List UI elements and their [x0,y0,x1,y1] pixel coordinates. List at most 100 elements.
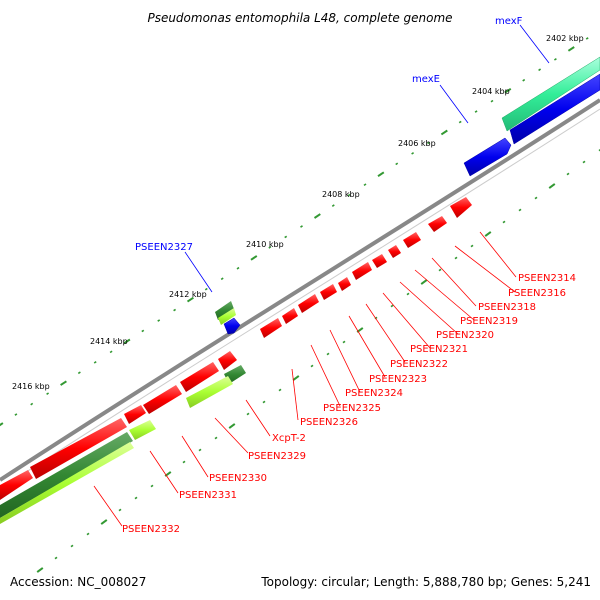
label-PSEEN2324: PSEEN2324 [345,388,403,399]
scale-tick [30,402,34,406]
gene-mexE[interactable] [463,73,600,177]
label-PSEEN2325: PSEEN2325 [323,403,381,414]
scale-tick [566,172,570,176]
scale-tick [60,380,67,386]
label-PSEEN2319: PSEEN2319 [460,316,518,327]
scale-tick [198,448,202,452]
scale-tick [278,388,282,392]
scale-tick [150,484,154,488]
scale-tick [470,244,474,248]
scale-tick [134,496,138,500]
scale-tick [458,120,462,124]
genes-red-lower[interactable] [0,351,237,500]
scale-tick [598,149,600,152]
scale-tick [548,183,556,189]
scale-tick [310,364,314,368]
label-PSEEN2330: PSEEN2330 [209,473,267,484]
label-PSEEN2318: PSEEN2318 [478,302,536,313]
scale-tick [54,556,58,560]
kbp-label: 2410 kbp [246,240,284,249]
label-PSEEN2316: PSEEN2316 [508,288,566,299]
tick-rows [0,37,600,573]
scale-tick [474,110,478,113]
label-PSEEN2321: PSEEN2321 [410,344,468,355]
label-mexF: mexF [495,16,523,27]
scale-tick [342,340,346,344]
scale-tick [214,436,218,440]
scale-tick [582,160,586,164]
label-mexE: mexE [412,74,440,85]
scale-tick [502,220,506,224]
scale-tick [268,246,272,249]
label-PSEEN2323: PSEEN2323 [369,374,427,385]
kbp-label: 2402 kbp [546,34,584,43]
gene-mexF[interactable] [501,56,600,132]
gene-small-green[interactable] [215,301,236,325]
scale-tick [157,319,161,322]
scale-tick [284,235,288,239]
scale-tick [300,225,303,228]
scale-tick [46,392,50,395]
scale-tick [93,361,97,364]
scale-tick [440,129,448,136]
scale-tick [438,268,442,272]
scale-tick [377,171,385,178]
scale-tick [363,183,367,187]
scale-tick [313,213,321,219]
scale-tick [173,308,177,312]
label-XcpT-2: XcpT-2 [272,433,306,444]
kbp-label: 2406 kbp [398,139,436,148]
scale-tick [427,141,430,145]
scale-tick [118,508,122,512]
scale-tick [331,204,335,207]
scale-tick [411,152,415,155]
gene-PSEEN2327[interactable] [223,317,241,335]
scale-tick [204,287,208,291]
label-PSEEN2332: PSEEN2332 [122,524,180,535]
scale-tick [567,46,575,52]
kbp-label: 2416 kbp [12,382,50,391]
backbone-ring-outer [0,98,600,482]
scale-tick [585,37,589,40]
kbp-label: 2412 kbp [169,290,207,299]
scale-tick [70,544,74,548]
scale-tick [292,375,300,381]
scale-tick [228,423,236,429]
scale-tick [250,255,258,261]
genes-red-upper[interactable] [260,197,472,338]
kbp-label: 2408 kbp [322,190,360,199]
label-PSEEN2326: PSEEN2326 [300,417,358,428]
scale-tick [490,99,494,103]
scale-tick [36,567,44,573]
label-PSEEN2327: PSEEN2327 [135,242,193,253]
kbp-label: 2414 kbp [90,337,128,346]
scale-tick [123,338,131,345]
label-PSEEN2329: PSEEN2329 [248,451,306,462]
genome-stats-text: Topology: circular; Length: 5,888,780 bp… [260,575,591,589]
scale-tick [553,58,557,61]
scale-tick [420,279,428,285]
scale-tick [406,292,410,296]
scale-tick [538,68,542,72]
backbone-ring-inner [0,108,600,490]
scale-tick [86,532,90,536]
map-title: Pseudomonas entomophila L48, complete ge… [147,11,452,25]
genes-green[interactable] [0,365,246,524]
scale-tick [246,412,250,416]
leader-lines [93,24,550,527]
label-PSEEN2320: PSEEN2320 [436,330,494,341]
scale-tick [141,329,145,333]
scale-tick [518,208,522,212]
scale-tick [395,162,399,166]
kbp-label: 2404 kbp [472,87,510,96]
scale-tick [220,277,224,281]
scale-tick [186,296,194,303]
scale-tick [534,196,538,200]
scale-tick [484,231,492,237]
scale-tick [182,460,186,464]
scale-tick [109,350,113,354]
scale-tick [390,304,394,308]
scale-tick [522,78,526,82]
scale-tick [100,519,108,525]
